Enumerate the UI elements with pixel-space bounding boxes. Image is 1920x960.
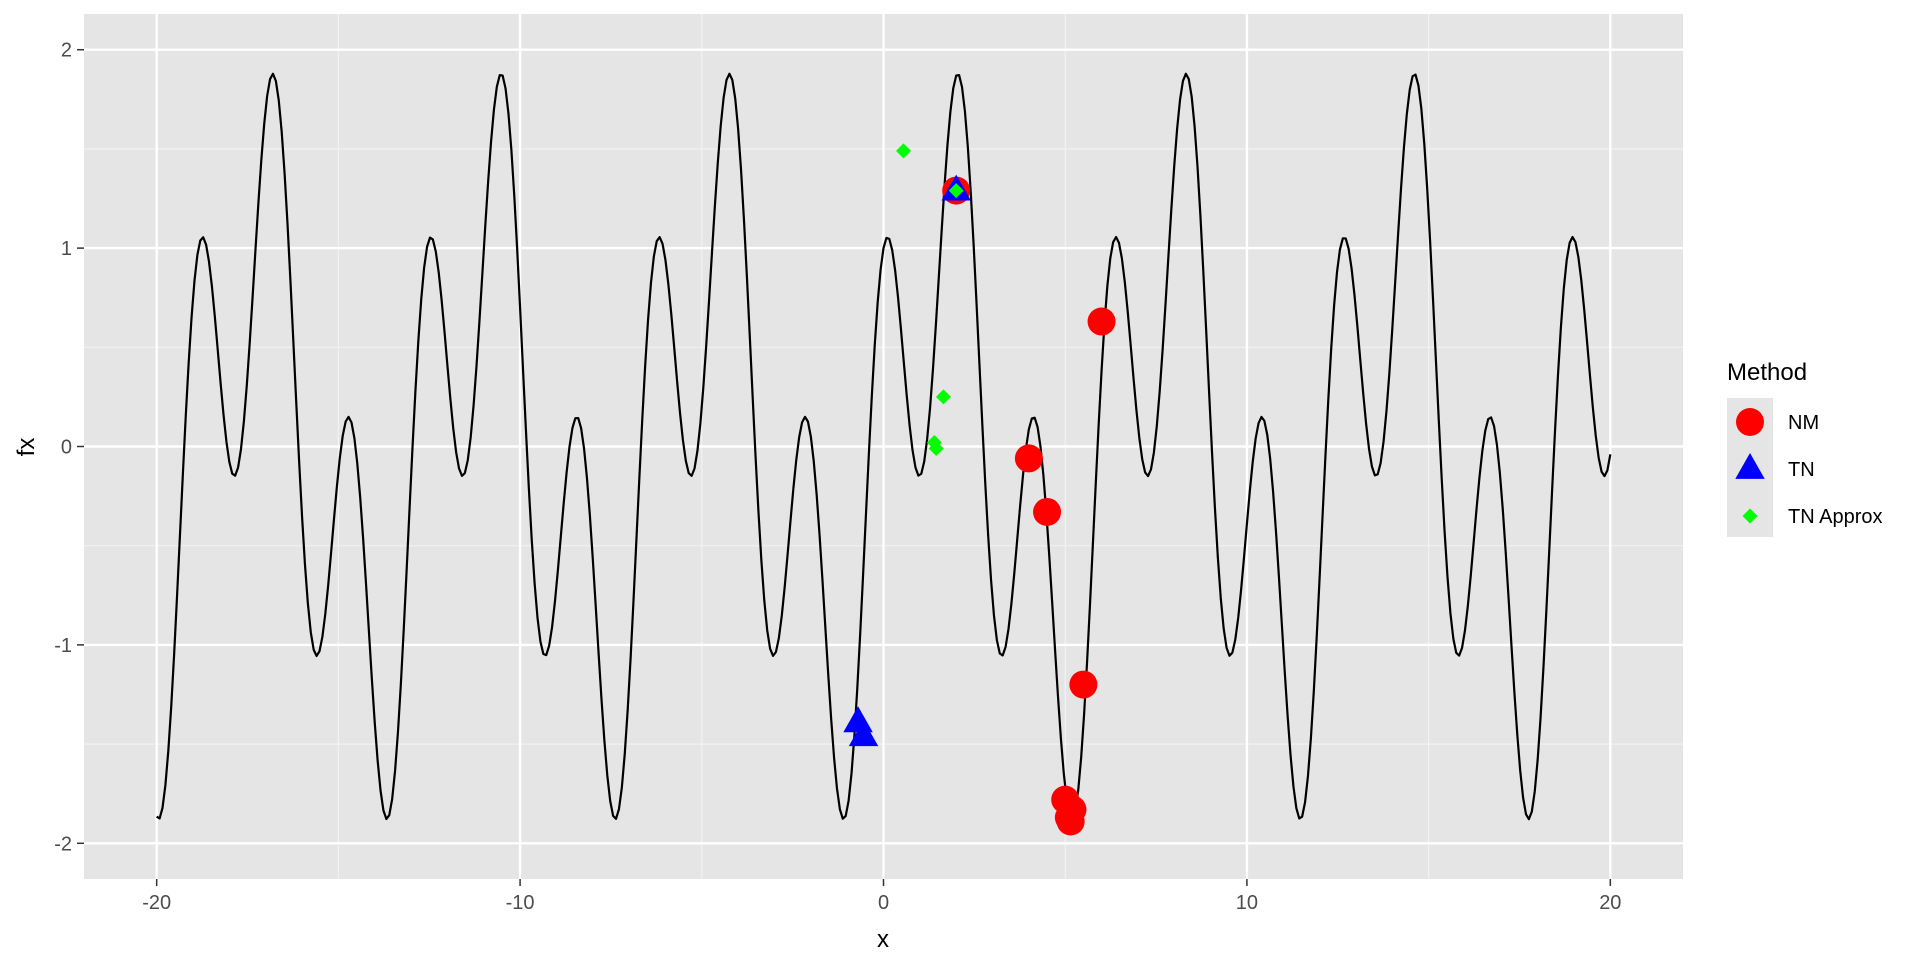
y-tick-label: 2: [61, 40, 72, 62]
tn-approx-point: [928, 440, 944, 456]
major-gridlines: [84, 14, 1683, 879]
nm-point: [1087, 307, 1116, 336]
nm-point: [1033, 497, 1062, 526]
x-tick-label: 10: [1236, 892, 1258, 914]
legend-label-nm: NM: [1788, 412, 1819, 434]
y-axis: -2 -1 0 1 2: [54, 40, 84, 855]
legend-label-tn-approx: TN Approx: [1788, 506, 1882, 528]
tn-approx-point: [895, 143, 911, 159]
legend: Method NM TN TN Approx: [1727, 359, 1882, 537]
nm-point: [1056, 807, 1085, 836]
legend-key-tn: [1735, 453, 1765, 479]
x-tick-label: 0: [878, 892, 889, 914]
legend-title: Method: [1727, 359, 1807, 386]
x-tick-label: -20: [142, 892, 171, 914]
y-tick-label: -1: [54, 635, 72, 657]
legend-label-tn: TN: [1788, 459, 1815, 481]
y-tick-label: 1: [61, 238, 72, 260]
x-tick-label: -10: [506, 892, 535, 914]
legend-key-nm: [1736, 408, 1764, 436]
tn-approx-point: [935, 389, 951, 405]
y-tick-label: -2: [54, 833, 72, 855]
x-axis: -20 -10 0 10 20: [142, 879, 1621, 914]
legend-key-tn-approx: [1742, 508, 1758, 524]
tn-point: [848, 720, 879, 747]
data-points: [843, 143, 1116, 836]
nm-point: [1014, 444, 1043, 473]
tn-approx-point: [948, 183, 964, 199]
x-axis-title: x: [877, 926, 889, 953]
y-axis-title: fx: [13, 438, 40, 457]
nm-point: [1069, 670, 1098, 699]
y-tick-label: 0: [61, 437, 72, 459]
x-tick-label: 20: [1599, 892, 1621, 914]
function-curve: [156, 72, 1612, 821]
